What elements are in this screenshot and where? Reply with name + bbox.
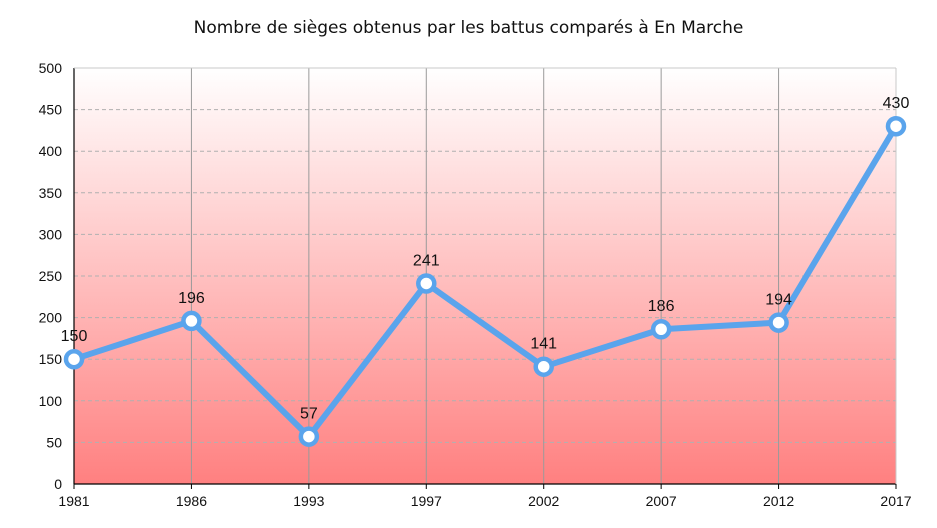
axes [73,67,897,489]
data-label: 141 [530,336,557,353]
y-tick-label: 50 [46,434,62,450]
data-point [416,273,437,294]
data-label: 430 [883,95,910,112]
y-tick-label: 250 [39,268,63,284]
x-tick-label: 1981 [58,493,89,509]
x-tick-label: 1997 [411,493,442,509]
x-tick-label: 2012 [763,493,794,509]
data-label: 194 [765,292,792,309]
data-point [298,426,320,447]
x-tick-label: 1986 [176,493,207,509]
y-tick-label: 400 [39,143,63,159]
plot-background [74,68,896,484]
data-label: 57 [300,406,318,423]
x-tick-label: 2002 [528,493,559,509]
data-point [650,318,672,340]
chart-title: Nombre de sièges obtenus par les battus … [193,18,744,38]
data-label: 186 [648,298,675,315]
data-point [768,312,789,333]
y-tick-label: 150 [39,351,63,367]
y-tick-label: 350 [39,185,63,201]
data-point [63,348,85,370]
series-line [71,123,899,440]
series [63,115,907,447]
y-tick-label: 0 [54,476,62,492]
data-point [885,115,907,137]
x-tick-label: 2007 [646,493,677,509]
data-label: 241 [413,252,440,269]
data-point [533,356,554,377]
y-tick-label: 450 [39,102,63,118]
y-tick-label: 200 [39,310,63,326]
y-tick-label: 300 [39,226,63,242]
x-tick-label: 2017 [880,493,911,509]
y-axis-ticks: 0 50 100 150 200 250 300 350 400 450 500 [39,60,63,492]
data-point [181,310,202,332]
y-tick-label: 100 [39,393,63,409]
x-axis-ticks: 1981 1986 1993 1997 2002 2007 2012 2017 [58,493,911,509]
data-label: 196 [178,290,205,307]
y-tick-label: 500 [39,60,63,76]
data-labels: 150 196 57 241 141 186 194 430 [61,95,910,422]
grid [74,68,896,484]
data-label: 150 [61,328,88,345]
x-tick-label: 1993 [293,493,324,509]
